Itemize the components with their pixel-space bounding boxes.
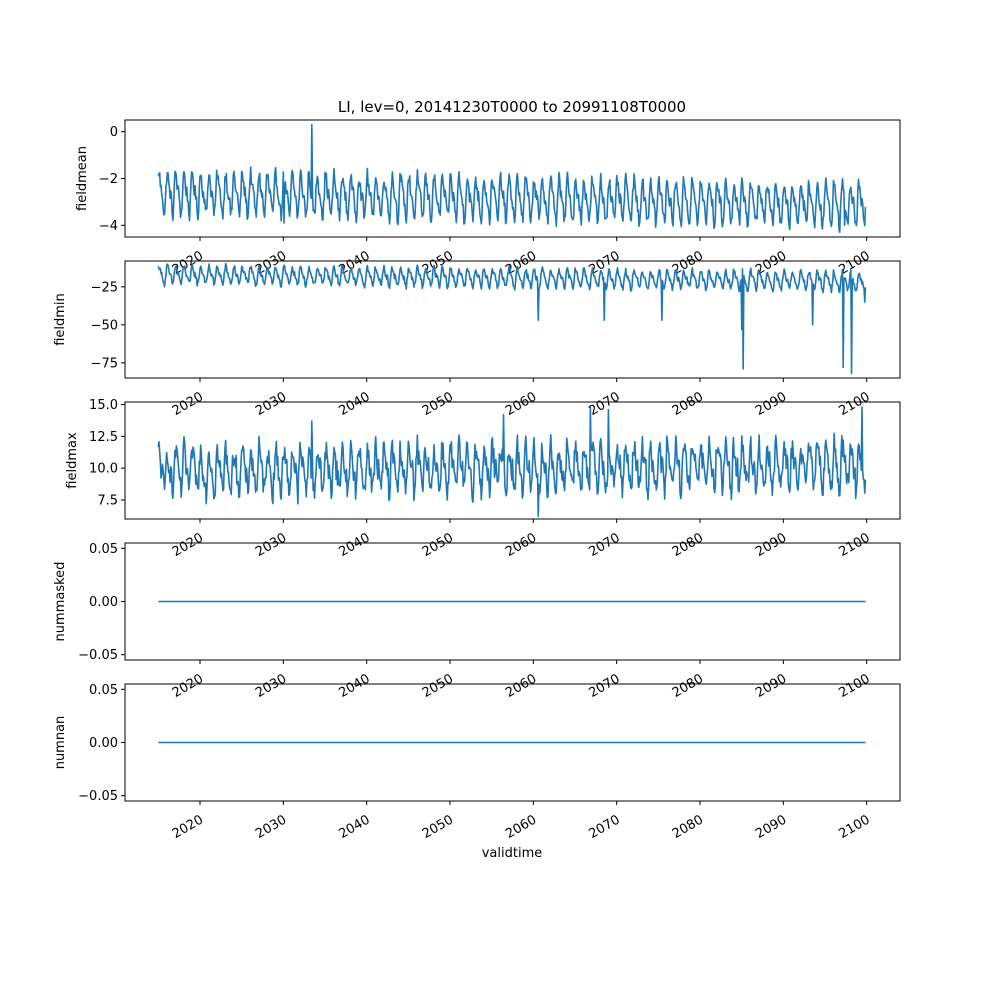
x-tick-label: 2090 xyxy=(753,389,789,419)
y-tick-label: 0.00 xyxy=(89,736,118,751)
x-tick-label: 2030 xyxy=(253,671,289,701)
panel-nummasked: −0.05 0.00 0.05 nummasked 2020 2030 2040 2050 20… xyxy=(53,542,901,701)
y-tick-label: −25 xyxy=(91,280,118,295)
x-tick-label: 2020 xyxy=(170,812,206,842)
x-tick-label: 2080 xyxy=(670,812,706,842)
x-tick-label: 2030 xyxy=(253,530,289,560)
x-tick-label: 2050 xyxy=(420,389,456,419)
x-tick-label: 2060 xyxy=(503,530,539,560)
y-tick-label: −2 xyxy=(99,172,118,187)
panel-numnan: −0.05 0.00 0.05 numnan 2020 2030 2040 2050 2060 2… xyxy=(53,683,901,842)
y-tick-label: 0.05 xyxy=(89,542,118,557)
x-tick-label: 2090 xyxy=(753,671,789,701)
panel-fieldmin: −75 −50 −25 fieldmin 2020 2030 2040 2050 2060 207… xyxy=(53,260,901,419)
y-tick-label: 0.05 xyxy=(89,683,118,698)
axes-frame xyxy=(124,401,901,520)
y-tick-label: 7.5 xyxy=(97,493,118,508)
x-tick-label: 2090 xyxy=(753,530,789,560)
x-tick-label: 2020 xyxy=(170,248,206,278)
x-tick-label: 2020 xyxy=(170,530,206,560)
y-tick-label: −0.05 xyxy=(78,789,118,804)
y-axis-label: fieldmean xyxy=(75,146,90,211)
x-tick-label: 2040 xyxy=(337,248,373,278)
x-tick-label: 2060 xyxy=(503,389,539,419)
x-tick-label: 2100 xyxy=(837,671,873,701)
x-tick-label: 2070 xyxy=(587,812,623,842)
series-line-fieldmean xyxy=(157,123,867,234)
x-tick-label: 2070 xyxy=(587,389,623,419)
x-tick-label: 2050 xyxy=(420,530,456,560)
x-tick-label: 2030 xyxy=(253,812,289,842)
x-tick-label: 2070 xyxy=(587,671,623,701)
y-tick-label: 0 xyxy=(110,125,118,140)
y-tick-label: 10.0 xyxy=(89,462,118,477)
x-tick-label: 2050 xyxy=(420,671,456,701)
x-tick-label: 2070 xyxy=(587,530,623,560)
x-tick-label: 2040 xyxy=(337,812,373,842)
y-tick-label: −50 xyxy=(91,318,118,333)
chart-title: LI, lev=0, 20141230T0000 to 20991108T000… xyxy=(338,98,686,116)
y-tick-label: 0.00 xyxy=(89,595,118,610)
x-tick-label: 2080 xyxy=(670,530,706,560)
x-tick-label: 2100 xyxy=(837,530,873,560)
axes-frame xyxy=(124,260,901,379)
x-tick-label: 2060 xyxy=(503,812,539,842)
subplots: −4 −2 0 fieldmean 2020 2030 2040 2050 2060 2070 20… xyxy=(53,119,901,842)
x-tick-label: 2100 xyxy=(837,812,873,842)
y-axis-label: nummasked xyxy=(53,562,68,642)
x-tick-label: 2080 xyxy=(670,389,706,419)
x-tick-label: 2090 xyxy=(753,812,789,842)
y-axis-label: fieldmax xyxy=(65,432,80,489)
x-tick-label: 2040 xyxy=(337,671,373,701)
y-axis-label: numnan xyxy=(53,716,68,770)
y-tick-label: −4 xyxy=(99,219,118,234)
y-tick-label: −75 xyxy=(91,356,118,371)
panel-fieldmax: 7.5 10.0 12.5 15.0 fieldmax 2020 2030 2040 2050 2… xyxy=(65,398,901,560)
series-line-fieldmax xyxy=(157,406,867,518)
x-tick-label: 2080 xyxy=(670,671,706,701)
x-tick-label: 2060 xyxy=(503,671,539,701)
x-tick-label: 2020 xyxy=(170,389,206,419)
y-tick-label: −0.05 xyxy=(78,648,118,663)
x-axis-label: validtime xyxy=(482,846,543,861)
x-tick-label: 2050 xyxy=(420,812,456,842)
x-tick-label: 2050 xyxy=(420,248,456,278)
y-tick-label: 15.0 xyxy=(89,398,118,413)
x-tick-label: 2040 xyxy=(337,530,373,560)
x-tick-label: 2040 xyxy=(337,389,373,419)
y-axis-label: fieldmin xyxy=(53,293,68,346)
series-line-fieldmin xyxy=(157,262,867,375)
x-tick-label: 2030 xyxy=(253,389,289,419)
x-tick-label: 2020 xyxy=(170,671,206,701)
x-tick-label: 2100 xyxy=(837,389,873,419)
y-tick-label: 12.5 xyxy=(89,430,118,445)
